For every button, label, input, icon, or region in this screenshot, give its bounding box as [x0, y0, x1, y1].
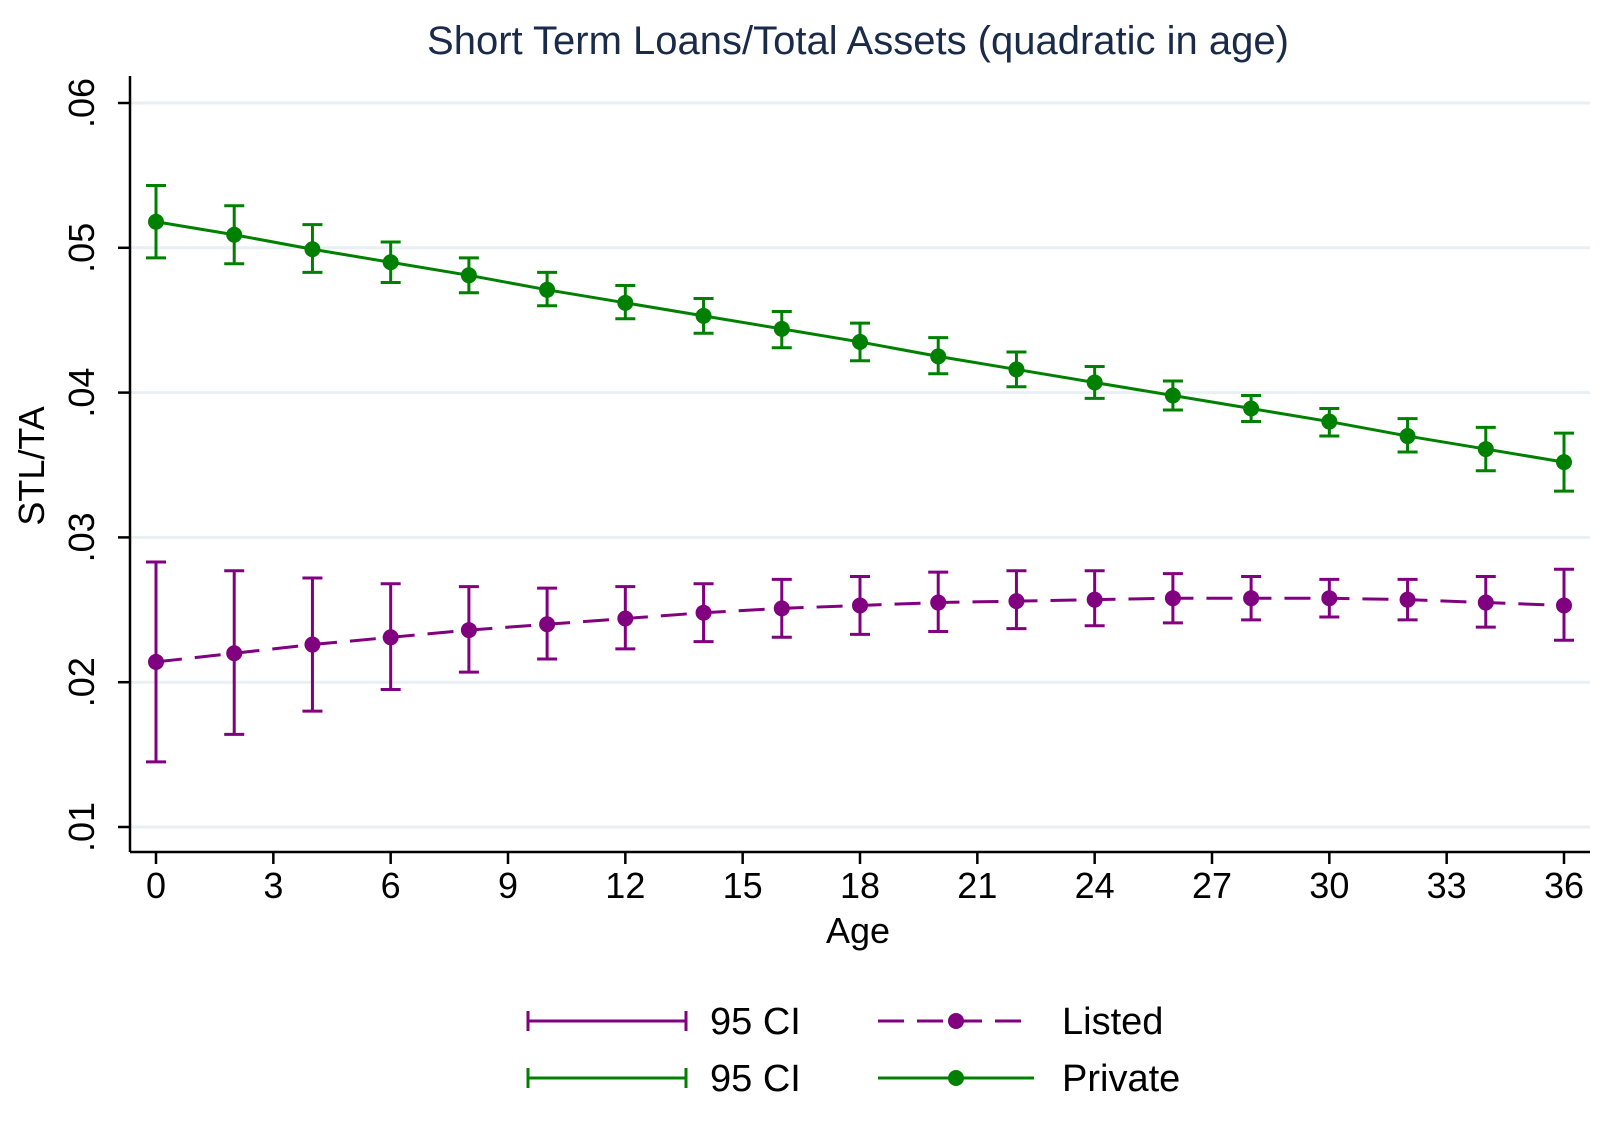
listed-point: [539, 616, 556, 633]
series-listed: [146, 560, 1574, 764]
private-point: [695, 307, 712, 324]
private-point: [1556, 454, 1572, 471]
listed-point: [930, 594, 947, 611]
plot-area: [146, 184, 1574, 764]
private-point: [930, 348, 947, 365]
series-private: [146, 184, 1574, 493]
private-point: [304, 241, 321, 258]
private-point: [1164, 387, 1181, 404]
listed-point: [1164, 590, 1181, 607]
x-tick-label: 36: [1544, 865, 1584, 906]
private-point: [539, 281, 556, 298]
legend-ci-listed: 95 CI: [526, 1001, 801, 1043]
listed-point: [1477, 594, 1494, 611]
private-point: [773, 320, 790, 337]
legend-series-marker: [948, 1070, 964, 1086]
axes: [128, 76, 1590, 854]
y-tick-label: .04: [61, 368, 102, 418]
listed-point: [1086, 591, 1103, 608]
legend-ci-label: 95 CI: [710, 1058, 801, 1100]
private-point: [226, 226, 243, 243]
private-point: [1477, 441, 1494, 458]
listed-point: [1008, 593, 1025, 610]
listed-point: [226, 645, 243, 662]
private-point: [1008, 361, 1025, 378]
listed-point: [1243, 590, 1260, 607]
y-ticks: .01 .02 .03 .04 .05 .06: [61, 78, 130, 852]
chart-title: Short Term Loans/Total Assets (quadratic…: [427, 19, 1289, 63]
private-point: [148, 213, 164, 230]
listed-point: [852, 597, 868, 614]
listed-point: [1556, 597, 1572, 614]
legend-ci-private: 95 CI: [526, 1058, 801, 1100]
x-tick-label: 9: [498, 865, 518, 906]
x-tick-label: 12: [605, 865, 645, 906]
x-tick-label: 18: [840, 865, 880, 906]
listed-point: [617, 610, 634, 627]
private-point: [617, 294, 634, 311]
y-tick-label: .02: [61, 657, 102, 707]
grid: [130, 101, 1590, 829]
legend-series-label: Listed: [1062, 1001, 1163, 1043]
x-tick-label: 0: [146, 865, 166, 906]
listed-point: [304, 636, 321, 653]
y-tick-label: .05: [61, 223, 102, 273]
x-tick-label: 33: [1427, 865, 1467, 906]
x-tick-label: 21: [957, 865, 997, 906]
listed-point: [1321, 590, 1338, 607]
listed-point: [1399, 591, 1416, 608]
private-point: [852, 333, 868, 350]
x-tick-label: 24: [1075, 865, 1115, 906]
listed-point: [695, 604, 712, 621]
y-axis-label: STL/TA: [11, 406, 52, 525]
y-tick-label: .01: [61, 802, 102, 852]
x-ticks: 0 3 6 9 12 15 18 21 24 27 30 33 36: [146, 852, 1584, 906]
y-tick-label: .06: [61, 78, 102, 128]
listed-point: [382, 629, 399, 646]
listed-point: [460, 622, 477, 639]
private-point: [1399, 428, 1416, 445]
legend: 95 CI Listed 95 CI Private: [526, 1001, 1180, 1100]
legend-series-label: Private: [1062, 1058, 1180, 1100]
x-tick-label: 30: [1309, 865, 1349, 906]
x-tick-label: 3: [263, 865, 283, 906]
private-point: [1243, 400, 1260, 417]
private-point: [460, 267, 477, 284]
private-point: [1321, 413, 1338, 430]
x-axis-label: Age: [826, 910, 890, 951]
x-tick-label: 15: [723, 865, 763, 906]
legend-series-listed: Listed: [878, 1001, 1163, 1043]
listed-point: [148, 653, 164, 670]
private-point: [382, 254, 399, 271]
y-tick-label: .03: [61, 512, 102, 562]
private-point: [1086, 374, 1103, 391]
x-tick-label: 27: [1192, 865, 1232, 906]
legend-ci-label: 95 CI: [710, 1001, 801, 1043]
legend-series-private: Private: [878, 1058, 1180, 1100]
legend-series-marker: [948, 1013, 964, 1029]
x-tick-label: 6: [381, 865, 401, 906]
listed-point: [773, 600, 790, 617]
